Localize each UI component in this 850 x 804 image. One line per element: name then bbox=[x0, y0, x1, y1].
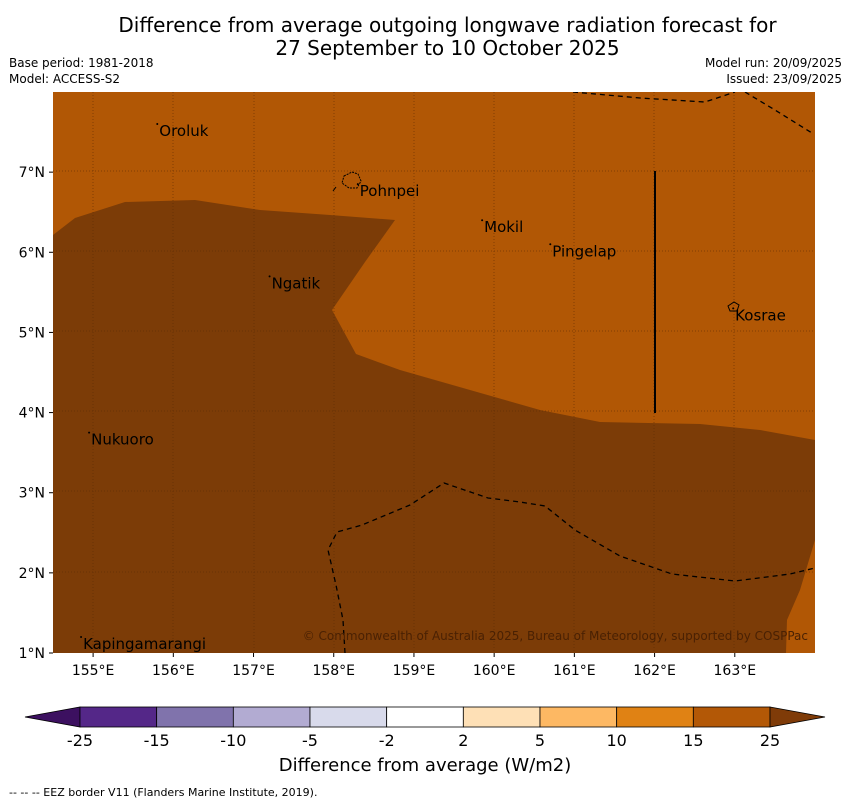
colorbar-segment bbox=[386, 706, 464, 728]
place-marker bbox=[481, 219, 484, 222]
lon-tick-label: 162°E bbox=[633, 663, 676, 679]
colorbar-segment bbox=[232, 706, 311, 728]
place-marker bbox=[88, 431, 91, 434]
place-labels: Oroluk Pohnpei Mokil Pingelap Ngatik Kosrae Nu… bbox=[80, 122, 786, 653]
lat-tick-label: 2°N bbox=[19, 566, 45, 582]
lon-tick-label: 159°E bbox=[393, 663, 436, 679]
lon-tick-label: 157°E bbox=[232, 663, 275, 679]
place-label: Oroluk bbox=[159, 122, 208, 140]
model-run: Model run: 20/09/2025 bbox=[704, 56, 842, 70]
place-label: Pohnpei bbox=[360, 182, 420, 200]
colorbar-tick-label: 10 bbox=[606, 731, 626, 750]
pohnpei-island bbox=[341, 171, 362, 189]
colorbar-tick-label: -25 bbox=[67, 731, 93, 750]
lat-tick-label: 6°N bbox=[19, 245, 45, 261]
place-label: Mokil bbox=[484, 218, 523, 236]
place-label: Nukuoro bbox=[91, 431, 154, 449]
place-marker bbox=[80, 635, 83, 638]
lat-tick-label: 7°N bbox=[19, 165, 45, 181]
place-label: Kosrae bbox=[735, 306, 786, 324]
colorbar-tick-label: -5 bbox=[302, 731, 318, 750]
colorbar-segment bbox=[79, 706, 158, 728]
colorbar-label: Difference from average (W/m2) bbox=[278, 755, 572, 776]
colorbar: -25 -15 -10 -5 -2 2 5 10 15 25 bbox=[24, 706, 826, 750]
colorbar-segment bbox=[539, 706, 618, 728]
latitude-labels: 1°N 2°N 3°N 4°N 5°N 6°N 7°N bbox=[19, 165, 53, 662]
colorbar-tick-label: 2 bbox=[458, 731, 468, 750]
place-marker bbox=[356, 183, 359, 186]
colorbar-segment bbox=[616, 706, 694, 728]
anomaly-zone-10-15-se bbox=[786, 540, 815, 653]
longitude-labels: 155°E 156°E 157°E 158°E 159°E 160°E 161°E 162°E… bbox=[72, 653, 756, 679]
place-marker bbox=[549, 243, 552, 246]
map-title: Difference from average outgoing longwav… bbox=[0, 14, 850, 60]
anomaly-zone-15-25 bbox=[53, 200, 815, 653]
colorbar-segment bbox=[692, 706, 771, 728]
colorbar-tick-label: -15 bbox=[144, 731, 170, 750]
lon-tick-label: 155°E bbox=[72, 663, 115, 679]
colorbar-tick-label: -10 bbox=[220, 731, 246, 750]
lat-tick-label: 4°N bbox=[19, 406, 45, 422]
lat-tick-label: 5°N bbox=[19, 325, 45, 341]
place-marker bbox=[156, 123, 159, 126]
title-line-1: Difference from average outgoing longwav… bbox=[118, 13, 777, 37]
lon-tick-label: 163°E bbox=[714, 663, 757, 679]
colorbar-min-extend bbox=[24, 706, 81, 728]
colorbar-tick-label: 25 bbox=[760, 731, 780, 750]
lat-tick-label: 3°N bbox=[19, 486, 45, 502]
place-marker bbox=[268, 275, 271, 278]
lon-tick-label: 161°E bbox=[553, 663, 596, 679]
lon-tick-label: 158°E bbox=[312, 663, 355, 679]
copyright-notice: © Commonwealth of Australia 2025, Bureau… bbox=[303, 629, 808, 643]
kosrae-island bbox=[727, 301, 740, 312]
colorbar-tick-label: -2 bbox=[379, 731, 395, 750]
pohnpei-reef bbox=[332, 186, 337, 192]
run-info: Model run: 20/09/2025 Issued: 23/09/2025 bbox=[705, 55, 842, 87]
place-label: Ngatik bbox=[272, 274, 321, 292]
lon-tick-label: 156°E bbox=[152, 663, 195, 679]
model-info: Base period: 1981-2018 Model: ACCESS-S2 bbox=[9, 55, 154, 87]
model-name: Model: ACCESS-S2 bbox=[9, 72, 121, 86]
base-period: Base period: 1981-2018 bbox=[9, 56, 154, 70]
eez-footnote: -- -- -- EEZ border V11 (Flanders Marine… bbox=[9, 786, 318, 799]
place-label: Kapingamarangi bbox=[83, 635, 206, 653]
place-label: Pingelap bbox=[552, 242, 616, 260]
colorbar-segment bbox=[462, 706, 541, 728]
title-line-2: 27 September to 10 October 2025 bbox=[275, 36, 620, 60]
colorbar-tick-label: 5 bbox=[535, 731, 545, 750]
colorbar-max-extend bbox=[769, 706, 826, 728]
lat-tick-label: 1°N bbox=[19, 646, 45, 662]
eez-border bbox=[327, 92, 815, 653]
colorbar-segment bbox=[156, 706, 234, 728]
colorbar-tick-label: 15 bbox=[683, 731, 703, 750]
issued-date: Issued: 23/09/2025 bbox=[726, 72, 842, 86]
colorbar-segment bbox=[309, 706, 388, 728]
lon-tick-label: 160°E bbox=[473, 663, 516, 679]
place-marker bbox=[732, 307, 735, 310]
